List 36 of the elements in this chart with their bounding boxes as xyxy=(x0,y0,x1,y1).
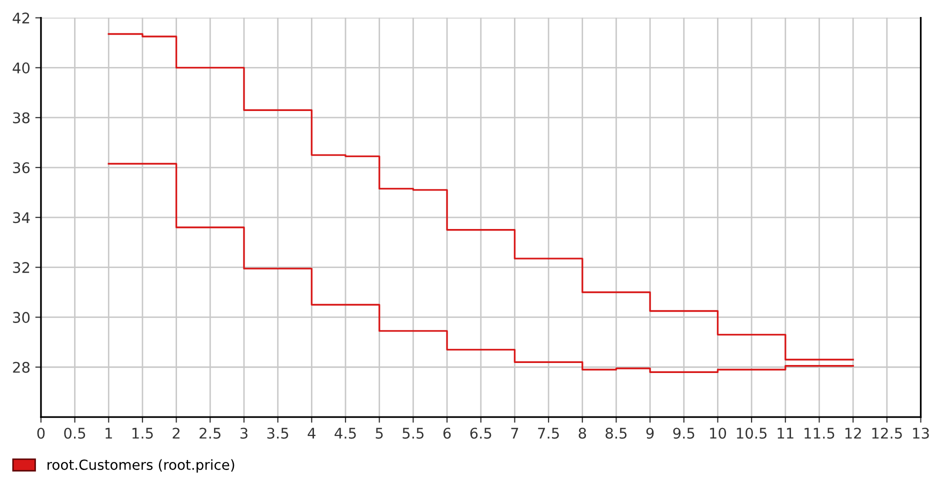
x-tick-label: 6.5 xyxy=(470,428,492,439)
x-tick-label: 3 xyxy=(240,428,248,439)
y-tick-label: 36 xyxy=(13,162,30,174)
x-tick-label: 13 xyxy=(913,428,929,439)
x-tick-label: 2.5 xyxy=(200,428,220,439)
x-tick-label: 9.5 xyxy=(673,428,694,439)
x-tick-label: 12 xyxy=(845,428,861,439)
y-tick-label: 40 xyxy=(12,62,30,74)
y-tick-label: 42 xyxy=(12,12,30,24)
y-tick-label: 28 xyxy=(13,362,30,373)
x-tick-label: 2 xyxy=(172,428,180,439)
y-tick-label: 34 xyxy=(13,212,30,224)
x-tick-label: 10 xyxy=(710,428,726,439)
x-tick-label: 7 xyxy=(511,428,518,439)
x-tick-label: 6 xyxy=(443,428,451,439)
x-tick-label: 1 xyxy=(106,428,112,439)
x-tick-label: 7.5 xyxy=(538,428,559,439)
x-tick-label: 11 xyxy=(778,428,794,439)
x-tick-label: 0 xyxy=(37,428,45,439)
x-tick-label: 5.5 xyxy=(402,428,424,439)
x-tick-label: 8 xyxy=(578,428,586,439)
x-tick-label: 8.5 xyxy=(606,428,627,439)
x-tick-label: 3.5 xyxy=(267,428,288,439)
y-tick-label: 38 xyxy=(13,112,30,124)
y-tick-label: 32 xyxy=(13,262,30,274)
x-tick-label: 10.5 xyxy=(736,428,767,439)
x-tick-label: 12.5 xyxy=(872,428,902,439)
x-tick-label: 11.5 xyxy=(804,428,834,439)
x-tick-label: 9 xyxy=(646,428,654,439)
x-tick-label: 4 xyxy=(308,428,316,439)
y-tick-label: 30 xyxy=(13,312,30,323)
x-tick-label: 1.5 xyxy=(132,428,153,439)
x-tick-label: 4.5 xyxy=(334,428,356,439)
x-tick-label: 0.5 xyxy=(64,428,86,439)
legend-label: root.Customers (root.price) xyxy=(48,459,234,473)
x-tick-label: 5 xyxy=(376,428,383,439)
